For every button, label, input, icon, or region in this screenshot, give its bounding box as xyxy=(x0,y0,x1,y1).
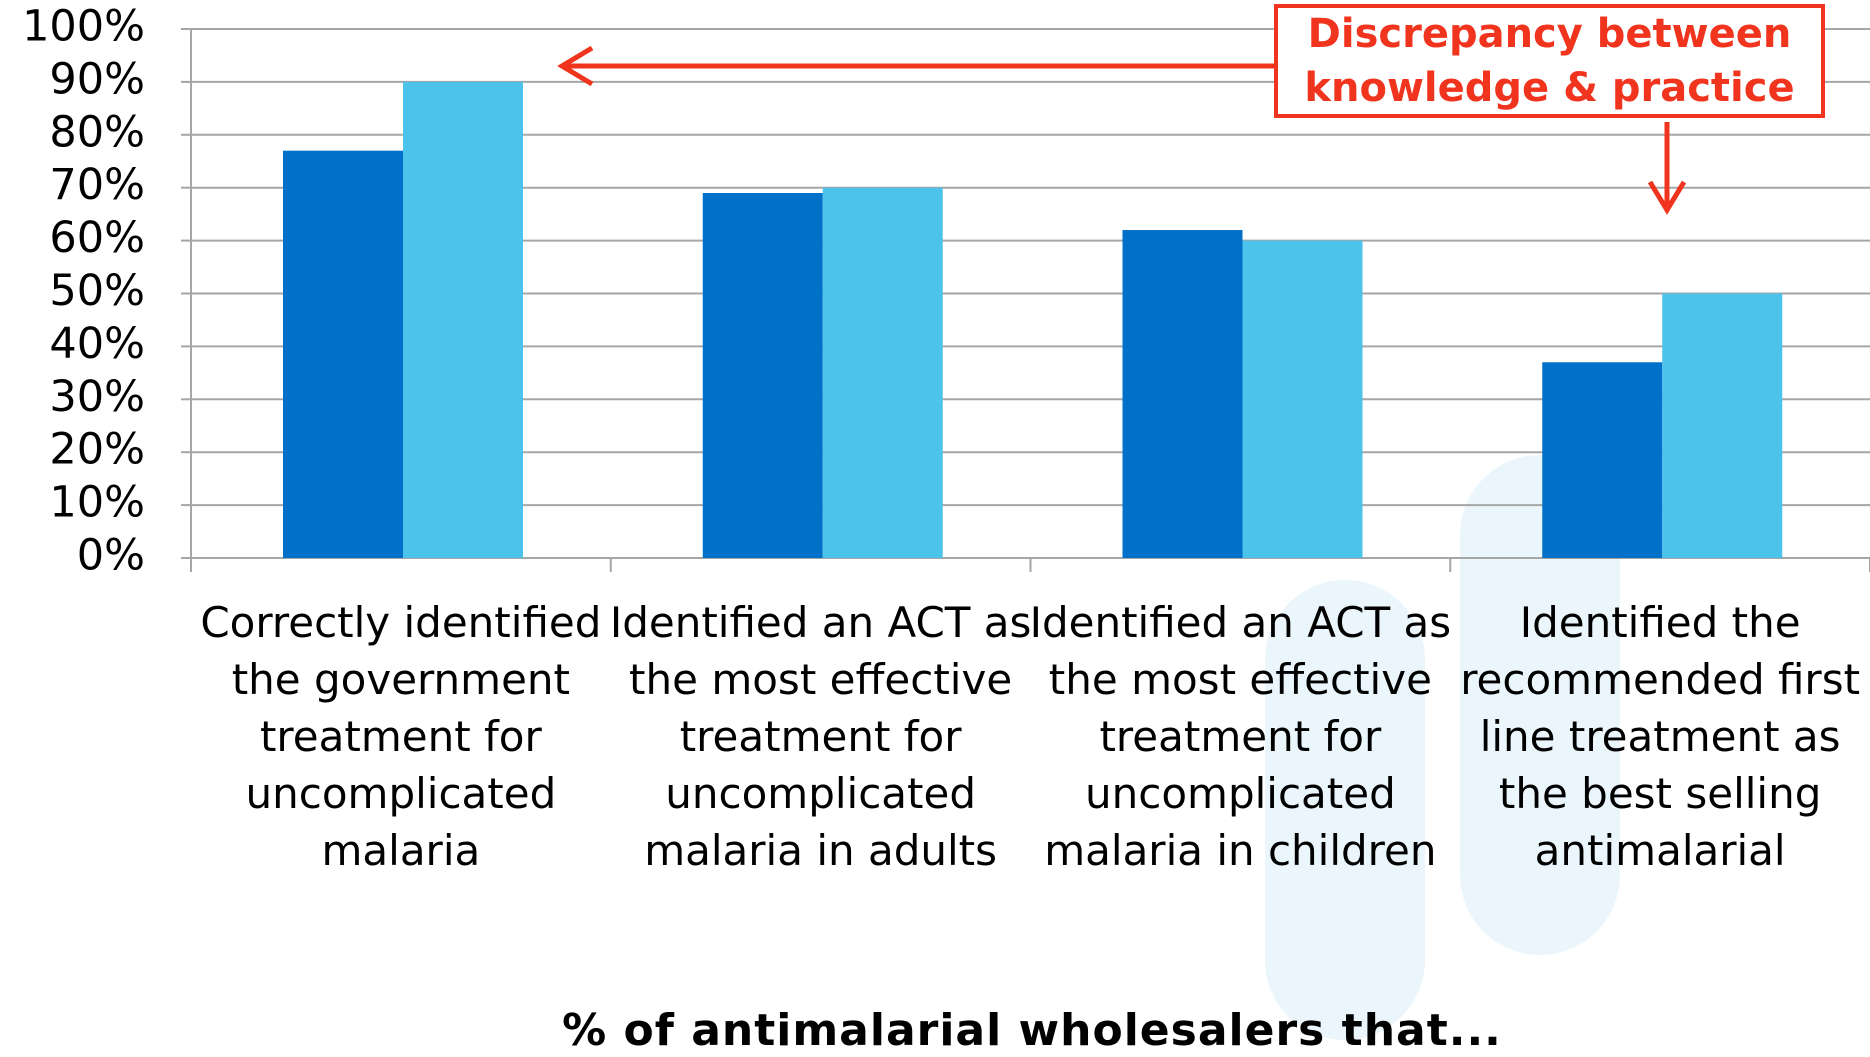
y-tick-label: 70% xyxy=(49,160,145,210)
annotation-arrowhead xyxy=(1647,180,1687,215)
x-tick-label: Identified an ACT as the most effective … xyxy=(1029,598,1452,875)
y-tick-label: 90% xyxy=(49,54,145,104)
y-tick-label: 0% xyxy=(77,531,145,581)
y-tick-label: 50% xyxy=(49,266,145,316)
bar xyxy=(283,150,403,559)
y-tick-label: 30% xyxy=(49,372,145,422)
bar xyxy=(1542,362,1663,558)
y-tick-label: 20% xyxy=(49,425,145,475)
annotation-arrowhead xyxy=(557,45,594,87)
x-tick-label: Correctly identified the government trea… xyxy=(200,598,602,875)
y-tick-label: 60% xyxy=(49,213,145,263)
watermark xyxy=(1265,455,1620,1040)
bar xyxy=(822,187,943,558)
y-tick-label: 10% xyxy=(49,478,145,528)
x-tick-label: Identified an ACT as the most effective … xyxy=(609,598,1032,875)
bar xyxy=(1122,230,1243,558)
y-tick-label: 40% xyxy=(49,319,145,369)
bar xyxy=(1242,240,1363,558)
annotation: Discrepancy between knowledge & practice xyxy=(1274,4,1825,118)
x-axis-title: % of antimalarial wholesalers that... xyxy=(562,1005,1502,1056)
y-tick-label: 100% xyxy=(22,2,145,52)
y-tick-label: 80% xyxy=(49,107,145,157)
bar xyxy=(702,192,823,559)
bar xyxy=(403,81,523,559)
x-tick-label: Identified the recommended first line tr… xyxy=(1460,598,1861,875)
bar xyxy=(1662,293,1783,558)
